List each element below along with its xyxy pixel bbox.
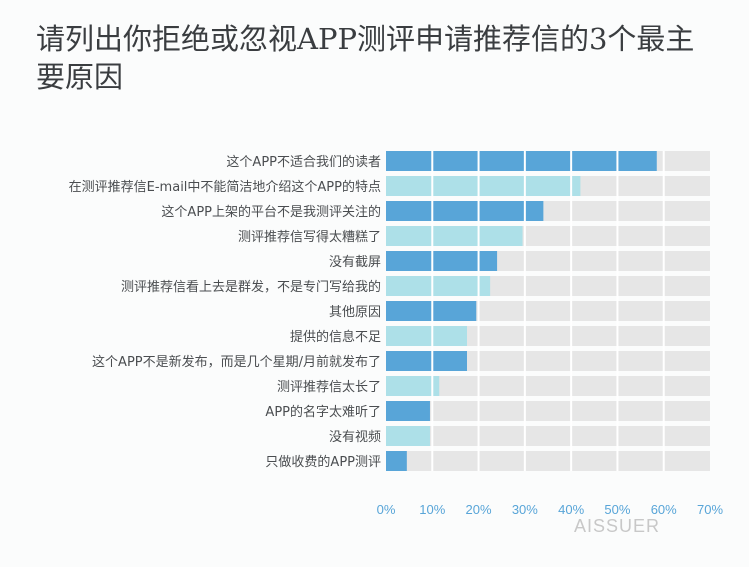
category-label: 这个APP不是新发布，而是几个星期/月前就发布了 bbox=[92, 354, 381, 370]
category-label: APP的名字太难听了 bbox=[265, 404, 381, 420]
bars bbox=[386, 151, 657, 471]
bar-track bbox=[386, 401, 710, 421]
bar bbox=[386, 151, 657, 171]
bar bbox=[386, 401, 430, 421]
category-label: 测评推荐信太长了 bbox=[277, 380, 381, 395]
category-label: 这个APP上架的平台不是我测评关注的 bbox=[161, 204, 381, 220]
bar-track bbox=[386, 426, 710, 446]
bar bbox=[386, 376, 440, 396]
watermark-text: AISSUER bbox=[574, 516, 661, 536]
category-label: 提供的信息不足 bbox=[290, 329, 381, 345]
x-tick-label: 0% bbox=[377, 502, 396, 517]
category-label: 测评推荐信写得太糟糕了 bbox=[238, 229, 381, 245]
bar-track bbox=[386, 451, 710, 471]
bar bbox=[386, 426, 430, 446]
gridlines bbox=[431, 151, 665, 471]
bar bbox=[386, 226, 523, 246]
x-tick-label: 50% bbox=[604, 502, 630, 517]
x-tick-label: 70% bbox=[697, 502, 723, 517]
bar bbox=[386, 301, 477, 321]
chart-title: 请列出你拒绝或忽视APP测评申请推荐信的3个最主要原因 bbox=[36, 22, 695, 94]
bar bbox=[386, 351, 467, 371]
bar bbox=[386, 201, 544, 221]
watermark-logo: AISSUER bbox=[574, 516, 660, 537]
bar-track bbox=[386, 376, 710, 396]
category-label: 只做收费的APP测评 bbox=[265, 454, 381, 470]
category-label: 没有截屏 bbox=[329, 255, 381, 270]
category-label: 这个APP不适合我们的读者 bbox=[226, 154, 381, 170]
bar bbox=[386, 451, 407, 471]
bar bbox=[386, 326, 467, 346]
x-tick-label: 40% bbox=[558, 502, 584, 517]
x-tick-label: 20% bbox=[466, 502, 492, 517]
x-tick-label: 60% bbox=[651, 502, 677, 517]
bar bbox=[386, 251, 498, 271]
bar bbox=[386, 176, 581, 196]
x-tick-label: 30% bbox=[512, 502, 538, 517]
x-tick-label: 10% bbox=[419, 502, 445, 517]
category-label: 测评推荐信看上去是群发，不是专门写给我的 bbox=[121, 279, 381, 295]
bar bbox=[386, 276, 491, 296]
x-tick-labels: 0% 10% 20% 30% 40% 50% 60% 70% bbox=[377, 502, 724, 517]
category-label: 其他原因 bbox=[329, 305, 381, 320]
category-label: 在测评推荐信E-mail中不能简洁地介绍这个APP的特点 bbox=[69, 179, 381, 195]
category-labels: 这个APP不适合我们的读者在测评推荐信E-mail中不能简洁地介绍这个APP的特… bbox=[69, 154, 381, 470]
category-label: 没有视频 bbox=[329, 430, 381, 445]
